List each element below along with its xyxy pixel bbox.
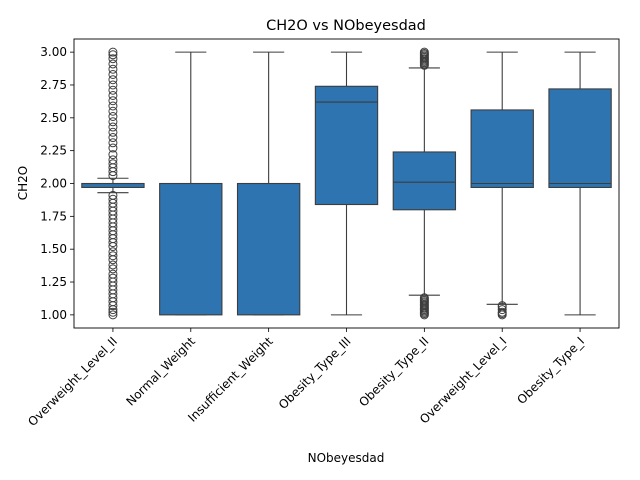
y-tick-label: 2.75 [40,78,67,92]
box-Obesity_Type_III [314,51,379,316]
y-tick-label: 1.00 [40,308,67,322]
y-tick-label: 3.00 [40,45,67,59]
outlier-point [108,260,118,270]
outlier-point [108,69,118,79]
x-axis-label: NObeyesdad [308,451,385,465]
x-tick-label: Insufficient_Weight [185,334,276,425]
outlier-point [108,159,118,169]
y-tick-label: 2.25 [40,144,67,158]
y-axis-label: CH2O [16,166,30,200]
outlier-point [419,47,429,57]
outlier-point [108,143,118,153]
outlier-point [108,96,118,106]
outlier-point [108,50,118,60]
outlier-point [108,194,118,204]
outlier-point [108,85,118,95]
outlier-point [108,251,118,261]
outlier-point [108,273,118,283]
outlier-point [108,127,118,137]
outlier-point [108,138,118,148]
x-axis-ticks: Overweight_Level_II Normal_WeightInsuffic… [25,328,587,429]
iqr-box [81,182,145,188]
y-tick-label: 2.00 [40,177,67,191]
outlier-point [108,90,118,100]
outlier-point [108,190,118,200]
outlier-point [108,269,118,279]
outlier-point [108,59,118,69]
box-Obesity_Type_I [548,51,612,316]
box-Overweight_Level_I [470,51,534,320]
y-tick-label: 2.50 [40,111,67,125]
box-Insufficient_Weight [236,51,301,316]
outlier-point [108,247,118,257]
outlier-point [108,122,118,132]
outlier-point [419,293,429,303]
box-series [81,47,612,320]
outlier-point [108,80,118,90]
outlier-point [108,112,118,122]
outlier-point [108,264,118,274]
outlier-point [108,54,118,64]
iqr-box [392,151,457,211]
box-Overweight_Level_II [81,47,145,320]
outlier-point [497,305,507,315]
outlier-point [497,307,507,317]
x-tick-label: Obesity_Type_I [514,334,587,407]
x-tick-label: Obesity_Type_II [356,334,431,409]
outlier-point [497,301,507,311]
chart-title: CH2O vs NObeyesdad [266,18,426,34]
outlier-point [108,155,118,165]
y-tick-label: 1.75 [40,209,67,223]
iqr-box [159,182,223,316]
outlier-point [108,101,118,111]
y-tick-label: 1.25 [40,275,67,289]
y-tick-label: 1.50 [40,242,67,256]
outlier-point [108,310,118,320]
outlier-point [108,106,118,116]
x-tick-label: Normal_Weight [123,334,198,409]
iqr-box [314,85,379,206]
outlier-point [108,117,118,127]
iqr-box [548,88,612,188]
iqr-box [470,109,534,188]
x-tick-label: Overweight_Level_I [417,334,509,426]
outlier-point [108,47,118,57]
outlier-point [108,150,118,160]
x-tick-label: Obesity_Type_III [276,334,354,412]
x-tick-label: Overweight_Level_II [25,334,120,429]
iqr-box [236,182,301,316]
box-Obesity_Type_II [392,47,457,320]
outlier-point [108,75,118,85]
outlier-point [108,133,118,143]
y-axis-ticks: 1.00 1.25 1.50 1.75 2.00 2.25 2.50 2.75 3.00 [40,45,74,322]
outlier-point [108,307,118,317]
outlier-point [108,64,118,74]
box-Normal_Weight [159,51,223,316]
